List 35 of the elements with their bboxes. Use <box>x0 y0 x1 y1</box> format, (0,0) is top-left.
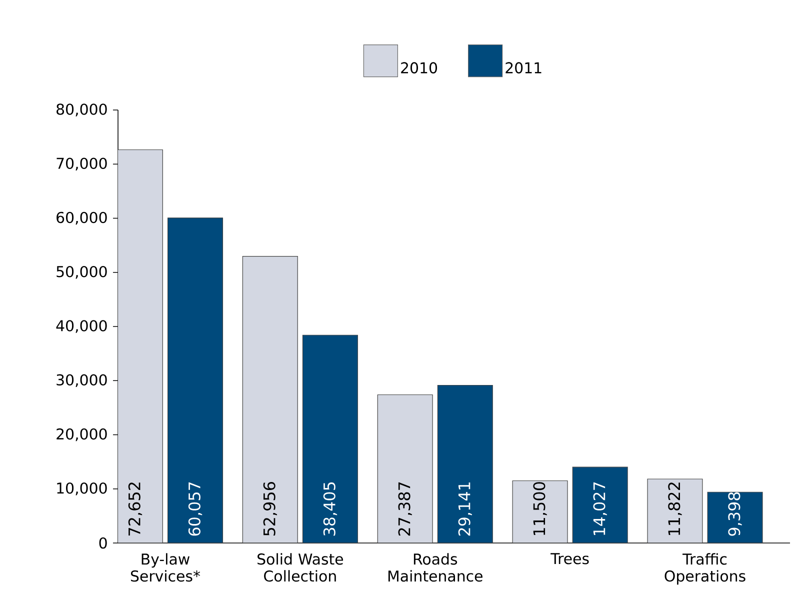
data-label: 14,027 <box>593 482 607 536</box>
bar <box>242 256 298 543</box>
y-tick-label: 30,000 <box>56 374 107 388</box>
y-tick-label: 0 <box>99 537 107 549</box>
data-label: 52,956 <box>263 482 277 536</box>
bar <box>302 334 358 543</box>
data-label: 11,822 <box>668 482 682 536</box>
y-tick-label: 40,000 <box>56 320 107 333</box>
data-label: 11,500 <box>533 482 547 536</box>
bar <box>168 218 224 543</box>
x-tick-label: Solid Waste Collection <box>258 553 344 582</box>
y-tick-label: 70,000 <box>56 158 107 171</box>
bar <box>647 478 703 543</box>
x-tick-label: By-law Services* <box>130 553 200 582</box>
data-label: 9,398 <box>728 492 742 536</box>
y-tick-label: 10,000 <box>57 482 107 496</box>
data-label: 72,652 <box>128 482 142 536</box>
bar <box>572 466 628 543</box>
data-label: 27,387 <box>398 482 412 536</box>
y-tick-label: 20,000 <box>56 428 107 442</box>
data-label: 29,141 <box>458 482 472 536</box>
data-label: 38,405 <box>323 482 338 536</box>
legend-label: 2011 <box>506 62 542 74</box>
x-tick-label: Trees <box>550 553 589 564</box>
bar <box>377 394 433 543</box>
bar <box>512 480 568 543</box>
data-label: 60,057 <box>188 482 202 536</box>
y-tick-label: 80,000 <box>56 104 107 116</box>
x-tick-label: Roads Maintenance <box>388 553 482 582</box>
bar <box>437 384 493 543</box>
y-tick-label: 60,000 <box>56 212 107 225</box>
bar <box>707 492 763 543</box>
legend-label: 2010 <box>401 62 438 74</box>
x-tick-label: Traffic Operations <box>664 553 746 585</box>
y-tick-label: 50,000 <box>56 266 107 279</box>
